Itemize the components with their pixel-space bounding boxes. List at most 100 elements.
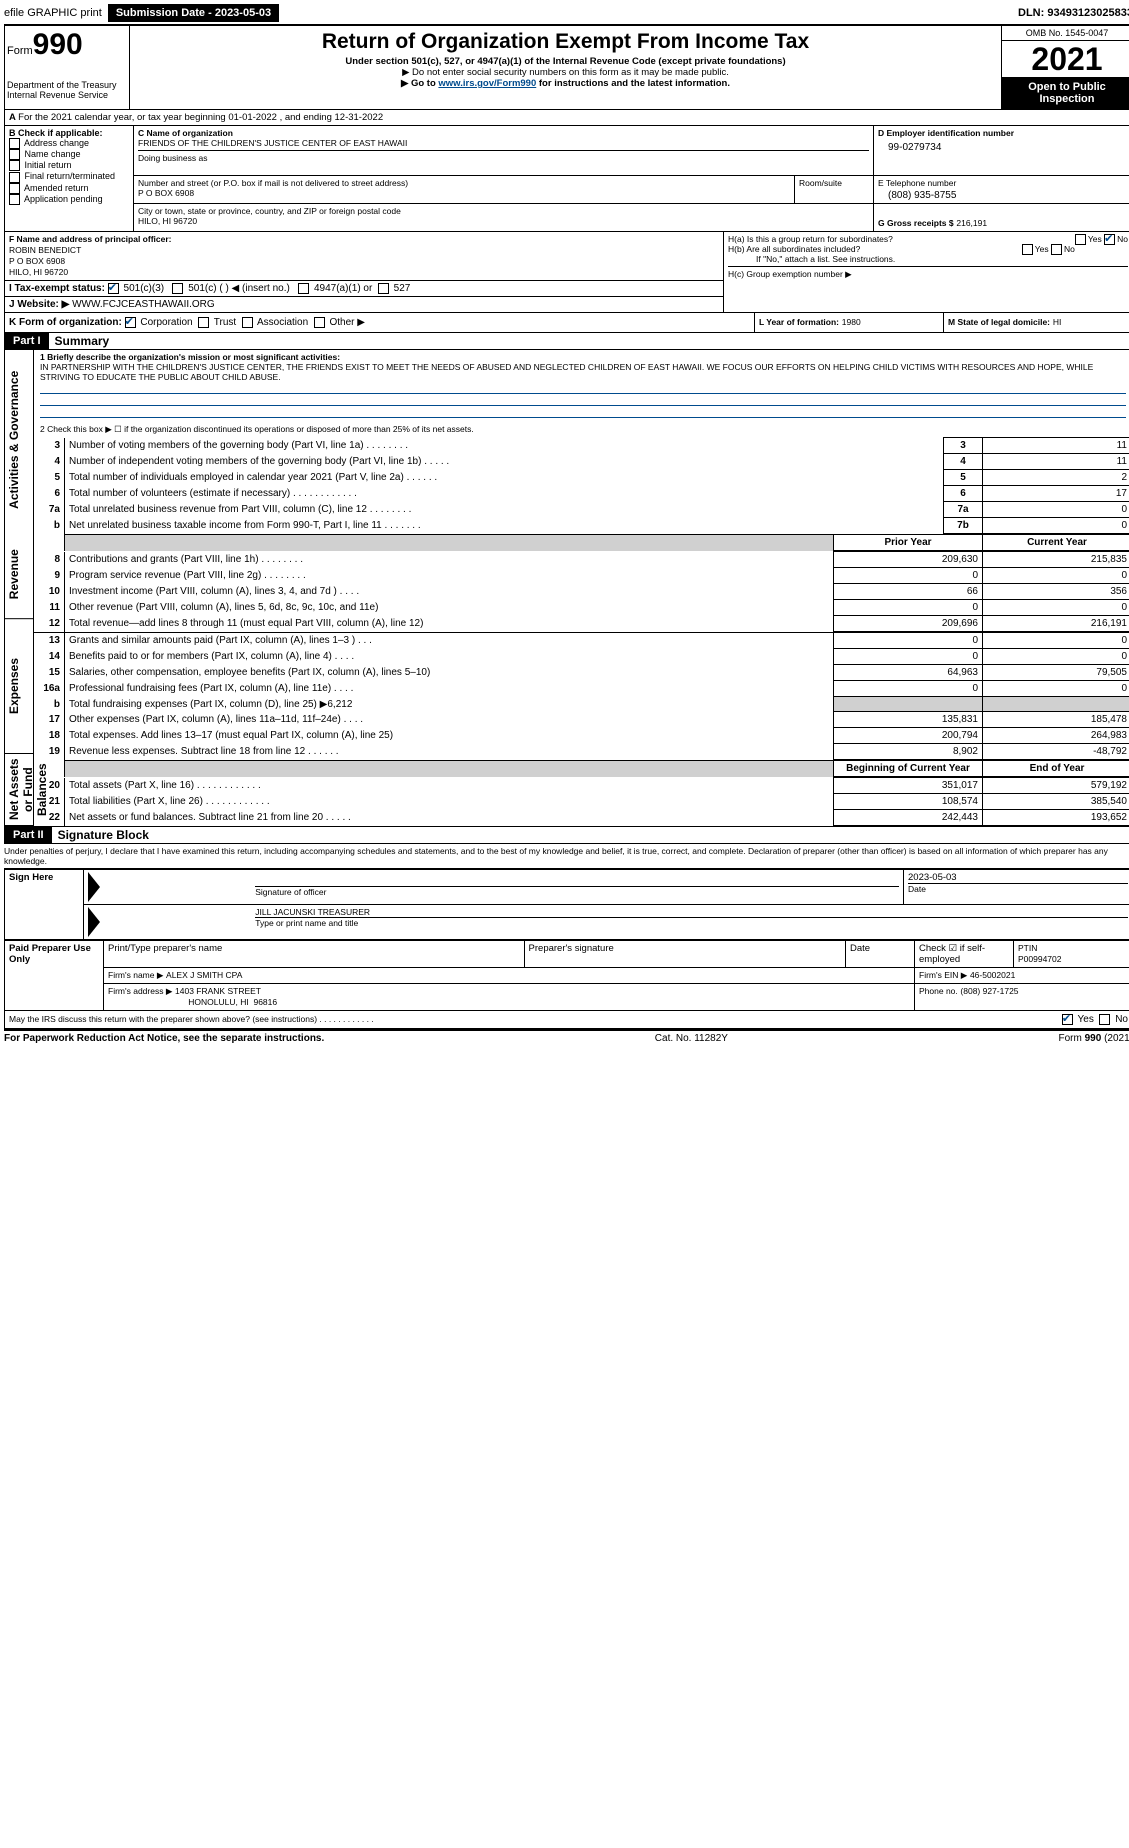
- period-line: A For the 2021 calendar year, or tax yea…: [4, 110, 1129, 126]
- arrow-icon: [88, 872, 100, 902]
- top-bar: efile GRAPHIC print Submission Date - 20…: [4, 4, 1129, 22]
- table-row: 8Contributions and grants (Part VIII, li…: [34, 552, 1129, 568]
- box-j-label: J Website: ▶: [9, 299, 69, 310]
- trust-checkbox[interactable]: [198, 317, 209, 328]
- table-row: 6Total number of volunteers (estimate if…: [34, 486, 1129, 502]
- gross-receipts: 216,191: [956, 218, 987, 228]
- h-date: Date: [846, 941, 915, 968]
- 501c3-checkbox[interactable]: [108, 283, 119, 294]
- opt-501c: 501(c) ( ) ◀ (insert no.): [188, 283, 290, 294]
- ha-yes-checkbox[interactable]: [1075, 234, 1086, 245]
- firm-addr-label: Firm's address ▶: [108, 986, 172, 996]
- other-checkbox[interactable]: [314, 317, 325, 328]
- discuss-yes-checkbox[interactable]: [1062, 1014, 1073, 1025]
- corp-checkbox[interactable]: [125, 317, 136, 328]
- part1-bar: Part I: [5, 333, 49, 349]
- q2-text: 2 Check this box ▶ ☐ if the organization…: [40, 424, 1126, 435]
- boxb-checkbox[interactable]: [9, 183, 20, 194]
- note-ssn: ▶ Do not enter social security numbers o…: [136, 67, 995, 78]
- submission-date-button[interactable]: Submission Date - 2023-05-03: [108, 4, 279, 22]
- tab-revenue: Revenue: [5, 530, 33, 619]
- form-prefix: Form: [7, 45, 33, 57]
- tab-netassets: Net Assets or Fund Balances: [5, 754, 33, 826]
- dept-label: Department of the Treasury Internal Reve…: [7, 80, 127, 100]
- irs-link[interactable]: www.irs.gov/Form990: [438, 78, 536, 89]
- opt-assoc: Association: [257, 317, 308, 328]
- table-row: bNet unrelated business taxable income f…: [34, 518, 1129, 534]
- org-info-block: B Check if applicable: Address change Na…: [4, 126, 1129, 232]
- phone-value: (808) 935-8755: [878, 188, 1128, 201]
- boxb-item: Initial return: [25, 160, 72, 170]
- boxb-checkbox[interactable]: [9, 149, 20, 160]
- boxb-checkbox[interactable]: [9, 172, 20, 183]
- discuss-yes: Yes: [1078, 1014, 1094, 1025]
- boxb-item: Address change: [24, 138, 89, 148]
- box-e-label: E Telephone number: [878, 178, 1128, 188]
- hb-text: H(b) Are all subordinates included?: [728, 244, 860, 254]
- boxb-checkbox[interactable]: [9, 160, 20, 171]
- 527-checkbox[interactable]: [378, 283, 389, 294]
- h-preparer-name: Print/Type preparer's name: [104, 941, 525, 968]
- col-current: Current Year: [983, 535, 1129, 551]
- table-row: 9Program service revenue (Part VIII, lin…: [34, 568, 1129, 584]
- box-l-label: L Year of formation:: [759, 317, 839, 327]
- officer-addr1: P O BOX 6908: [9, 256, 65, 266]
- hb-yes: Yes: [1035, 244, 1049, 254]
- paid-preparer-block: Paid Preparer Use Only Print/Type prepar…: [4, 940, 1129, 1011]
- col-prior: Prior Year: [834, 535, 983, 551]
- h-self-employed: Check ☑ if self-employed: [915, 941, 1014, 968]
- ein-value: 99-0279734: [878, 138, 1128, 153]
- col-begin: Beginning of Current Year: [834, 761, 983, 777]
- discuss-no: No: [1115, 1014, 1128, 1025]
- box-hb: H(b) Are all subordinates included? Yes …: [728, 244, 1128, 254]
- officer-name: ROBIN BENEDICT: [9, 245, 81, 255]
- governance-table: 3Number of voting members of the governi…: [34, 437, 1129, 534]
- box-ha: H(a) Is this a group return for subordin…: [728, 234, 1128, 244]
- boxb-checkbox[interactable]: [9, 138, 20, 149]
- table-row: 12Total revenue—add lines 8 through 11 (…: [34, 616, 1129, 632]
- preparer-phone: (808) 927-1725: [960, 986, 1018, 996]
- blank-line: [40, 382, 1126, 394]
- table-row: 15Salaries, other compensation, employee…: [34, 665, 1129, 681]
- open-to-public: Open to Public Inspection: [1002, 77, 1129, 109]
- discuss-row: May the IRS discuss this return with the…: [4, 1011, 1129, 1029]
- part2-title: Signature Block: [52, 828, 149, 842]
- 501c-checkbox[interactable]: [172, 283, 183, 294]
- hb-yes-checkbox[interactable]: [1022, 244, 1033, 255]
- table-row: 10Investment income (Part VIII, column (…: [34, 584, 1129, 600]
- box-hc: H(c) Group exemption number ▶: [728, 266, 1128, 280]
- discuss-no-checkbox[interactable]: [1099, 1014, 1110, 1025]
- table-row: 18Total expenses. Add lines 13–17 (must …: [34, 728, 1129, 744]
- addr-value: P O BOX 6908: [138, 188, 790, 198]
- table-row: 3Number of voting members of the governi…: [34, 438, 1129, 454]
- assoc-checkbox[interactable]: [242, 317, 253, 328]
- part2-header: Part II Signature Block: [4, 827, 1129, 844]
- revenue-header: Prior Year Current Year: [34, 534, 1129, 551]
- hb-no-checkbox[interactable]: [1051, 244, 1062, 255]
- tab-expenses: Expenses: [5, 619, 33, 754]
- boxb-checkbox[interactable]: [9, 194, 20, 205]
- box-g-label: G Gross receipts $: [878, 218, 954, 228]
- sign-here-block: Sign Here Signature of officer 2023-05-0…: [4, 869, 1129, 940]
- opt-527: 527: [394, 283, 411, 294]
- ptin-label: PTIN: [1018, 943, 1037, 953]
- name-title-label: Type or print name and title: [255, 917, 1128, 928]
- q1-label: 1 Briefly describe the organization's mi…: [40, 352, 1126, 362]
- officer-block: F Name and address of principal officer:…: [4, 232, 1129, 313]
- year-formation: 1980: [842, 317, 861, 327]
- 4947-checkbox[interactable]: [298, 283, 309, 294]
- ha-no-checkbox[interactable]: [1104, 234, 1115, 245]
- state-domicile: HI: [1053, 317, 1062, 327]
- opt-corp: Corporation: [140, 317, 192, 328]
- ha-yes: Yes: [1088, 234, 1102, 244]
- tab-governance: Activities & Governance: [5, 350, 33, 530]
- table-row: 19Revenue less expenses. Subtract line 1…: [34, 744, 1129, 760]
- footer: For Paperwork Reduction Act Notice, see …: [4, 1029, 1129, 1044]
- part1-title: Summary: [49, 334, 110, 348]
- form-990-number: 990: [33, 28, 83, 61]
- table-row: 21Total liabilities (Part X, line 26) . …: [34, 794, 1129, 810]
- col-end: End of Year: [983, 761, 1129, 777]
- note2-pre: ▶ Go to: [401, 78, 438, 89]
- form-title: Return of Organization Exempt From Incom…: [136, 30, 995, 54]
- box-f-label: F Name and address of principal officer:: [9, 234, 171, 244]
